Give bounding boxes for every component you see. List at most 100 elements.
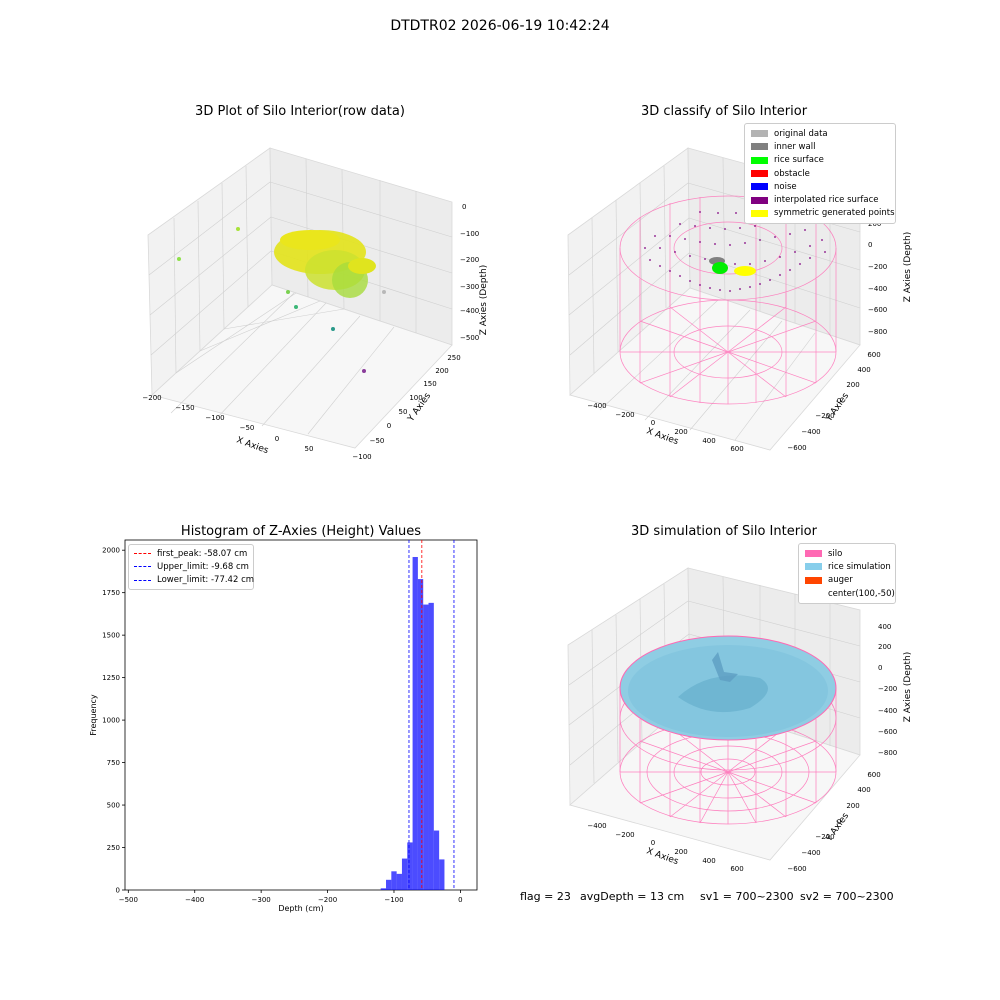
- simulation-plot-title: 3D simulation of Silo Interior: [631, 524, 817, 539]
- legend-item-interpolated: interpolated rice surface: [751, 193, 889, 206]
- svg-text:200: 200: [674, 428, 687, 436]
- histogram-x-ticks: −500 −400 −300 −200 −100 0: [119, 890, 463, 904]
- svg-text:−400: −400: [878, 707, 897, 715]
- x-tick-label: −400: [185, 896, 204, 904]
- classify-interpolated-points: [644, 209, 826, 292]
- svg-text:−200: −200: [460, 256, 479, 264]
- legend-item-upper-limit: Upper_limit: -9.68 cm: [134, 560, 249, 573]
- svg-text:−100: −100: [460, 230, 479, 238]
- histogram-reference-lines: [408, 540, 455, 890]
- histogram-bar: [396, 873, 402, 890]
- classify-legend: original data inner wall rice surface ob…: [744, 123, 896, 225]
- svg-text:0: 0: [651, 419, 655, 427]
- legend-swatch: [805, 550, 822, 558]
- svg-text:400: 400: [857, 366, 870, 374]
- x-tick-label: −300: [252, 896, 271, 904]
- classify-zlabel: Z Axies (Depth): [903, 232, 913, 303]
- svg-text:−50: −50: [240, 424, 255, 432]
- svg-text:200: 200: [674, 848, 687, 856]
- y-tick-label: 1500: [102, 632, 120, 640]
- histogram-bar: [428, 602, 434, 890]
- histogram-chart: −500 −400 −300 −200 −100 0 0 250 500 750 1000 1250…: [89, 539, 478, 913]
- legend-swatch: [805, 590, 822, 597]
- y-tick-label: 500: [107, 802, 120, 810]
- sv1-text: sv1 = 700~2300: [700, 890, 794, 903]
- svg-text:100: 100: [409, 394, 422, 402]
- svg-text:0: 0: [387, 422, 391, 430]
- legend-line: [134, 579, 151, 581]
- svg-text:−200: −200: [615, 411, 634, 419]
- legend-item-rice-surface: rice surface: [751, 154, 889, 167]
- svg-text:50: 50: [305, 445, 314, 453]
- svg-text:200: 200: [846, 381, 859, 389]
- svg-text:−400: −400: [460, 307, 479, 315]
- x-tick-label: −100: [384, 896, 403, 904]
- svg-text:250: 250: [447, 354, 460, 362]
- legend-item-center: center(100,-50): [805, 587, 895, 600]
- y-tick-label: 1750: [102, 589, 120, 597]
- figure-title: DTDTR02 2026-06-19 10:42:24: [390, 18, 610, 34]
- x-tick-label: −500: [119, 896, 138, 904]
- histogram-bar: [412, 556, 418, 890]
- legend-swatch: [751, 156, 768, 164]
- svg-text:200: 200: [846, 802, 859, 810]
- y-tick-label: 0: [116, 887, 120, 895]
- y-tick-label: 1000: [102, 717, 120, 725]
- y-tick-label: 2000: [102, 547, 120, 555]
- histogram-bar: [439, 859, 445, 890]
- svg-text:−400: −400: [801, 428, 820, 436]
- svg-text:400: 400: [878, 623, 891, 631]
- histogram-xlabel: Depth (cm): [278, 904, 323, 913]
- svg-text:−300: −300: [460, 283, 479, 291]
- legend-item-original-data: original data: [751, 127, 889, 140]
- svg-text:600: 600: [867, 351, 880, 359]
- raw-point-cloud: [177, 227, 386, 373]
- legend-swatch: [805, 563, 822, 571]
- legend-item-noise: noise: [751, 180, 889, 193]
- raw-xlabel: X Axies: [235, 435, 270, 456]
- legend-item-symmetric: symmetric generated points: [751, 207, 895, 220]
- legend-swatch: [751, 143, 768, 151]
- histogram-title: Histogram of Z-Axies (Height) Values: [180, 524, 422, 539]
- histogram-bar: [433, 830, 440, 890]
- legend-item-rice-simulation: rice simulation: [805, 560, 891, 573]
- svg-text:−800: −800: [878, 749, 897, 757]
- svg-text:−600: −600: [787, 444, 806, 452]
- histogram-ylabel: Frequency: [89, 694, 98, 736]
- svg-text:−100: −100: [352, 453, 371, 461]
- histogram-y-ticks: 0 250 500 750 1000 1250 1500 1750 2000: [102, 547, 125, 895]
- svg-text:−800: −800: [868, 328, 887, 336]
- legend-item-lower-limit: Lower_limit: -77.42 cm: [134, 574, 254, 587]
- svg-text:400: 400: [857, 786, 870, 794]
- y-tick-label: 250: [107, 844, 120, 852]
- svg-text:−400: −400: [587, 402, 606, 410]
- svg-text:−400: −400: [868, 285, 887, 293]
- svg-text:−200: −200: [878, 685, 897, 693]
- svg-text:400: 400: [702, 437, 715, 445]
- svg-text:600: 600: [730, 445, 743, 453]
- svg-text:−200: −200: [815, 412, 834, 420]
- svg-text:200: 200: [878, 643, 891, 651]
- svg-text:0: 0: [275, 435, 279, 443]
- legend-line: [134, 553, 151, 555]
- raw-3d-plot: −200 −150 −100 −50 0 50 −100 −50 0 50 10…: [142, 147, 489, 461]
- svg-text:600: 600: [867, 771, 880, 779]
- histogram-legend: first_peak: -58.07 cm Upper_limit: -9.68…: [128, 544, 254, 590]
- histogram-bar: [423, 604, 429, 890]
- histogram-bar: [386, 879, 392, 890]
- svg-text:−150: −150: [175, 404, 194, 412]
- svg-text:200: 200: [435, 367, 448, 375]
- legend-swatch: [751, 209, 768, 217]
- svg-text:150: 150: [423, 380, 436, 388]
- sv2-text: sv2 = 700~2300: [800, 890, 894, 903]
- legend-item-first-peak: first_peak: -58.07 cm: [134, 547, 248, 560]
- histogram-bars: [380, 556, 445, 890]
- legend-line: [134, 566, 151, 568]
- x-tick-label: 0: [458, 896, 462, 904]
- simulation-legend: silo rice simulation auger center(100,-5…: [798, 543, 896, 605]
- histogram-bar: [380, 888, 387, 890]
- svg-text:−400: −400: [801, 849, 820, 857]
- svg-text:0: 0: [837, 818, 841, 826]
- simulation-rice-surface: [619, 635, 837, 741]
- histogram-bar: [401, 858, 408, 890]
